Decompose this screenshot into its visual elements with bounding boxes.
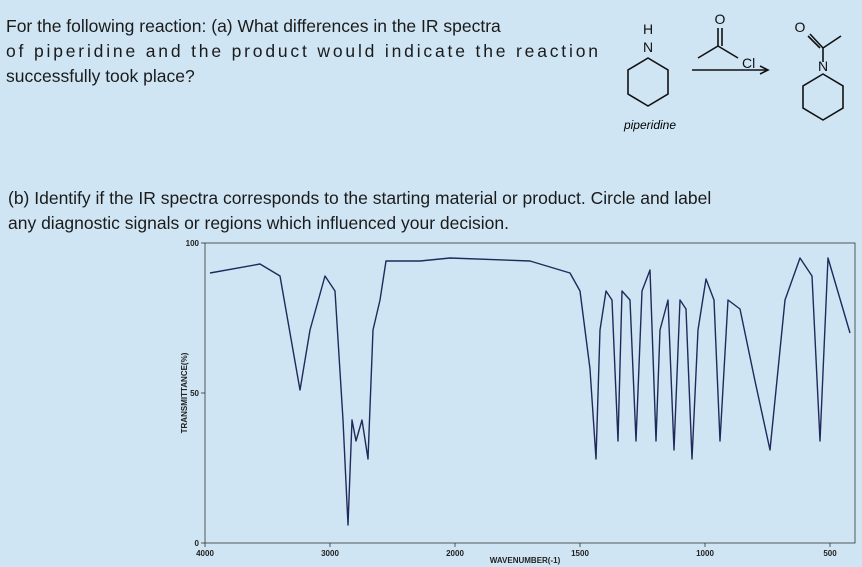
y-tick-label: 0	[195, 539, 200, 548]
question-b-line: (b) Identify if the IR spectra correspon…	[8, 188, 711, 208]
atom-label: O	[715, 11, 726, 27]
atom-label: O	[795, 19, 806, 35]
atom-label: N	[818, 58, 828, 74]
x-axis-label: WAVENUMBER(-1)	[490, 556, 561, 565]
x-tick-label: 4000	[196, 549, 214, 558]
y-axis-label: TRANSMITTANCE(%)	[180, 352, 189, 433]
x-tick-label: 1500	[571, 549, 589, 558]
question-a-line: For the following reaction: (a) What dif…	[6, 16, 501, 36]
acetyl-group	[807, 33, 842, 62]
atom-label: N	[643, 39, 653, 55]
reactant-name: piperidine	[623, 118, 676, 132]
x-tick-label: 3000	[321, 549, 339, 558]
question-b-line: any diagnostic signals or regions which …	[8, 213, 509, 233]
arrow-head	[759, 65, 770, 75]
piperidine-ring	[627, 57, 669, 107]
question-a-line: successfully took place?	[6, 66, 195, 86]
spectrum-line	[209, 257, 851, 526]
acyl-chloride	[697, 28, 739, 59]
atom-label: Cl	[742, 55, 755, 71]
atom-label: H	[643, 21, 653, 37]
x-tick-label: 2000	[446, 549, 464, 558]
question-a-line: of piperidine and the product would indi…	[6, 41, 598, 61]
x-tick-label: 500	[823, 549, 837, 558]
product-ring	[802, 73, 844, 121]
y-tick-label: 100	[186, 239, 200, 248]
y-tick-label: 50	[190, 389, 199, 398]
reaction-drawing	[627, 28, 844, 121]
x-tick-label: 1000	[696, 549, 714, 558]
